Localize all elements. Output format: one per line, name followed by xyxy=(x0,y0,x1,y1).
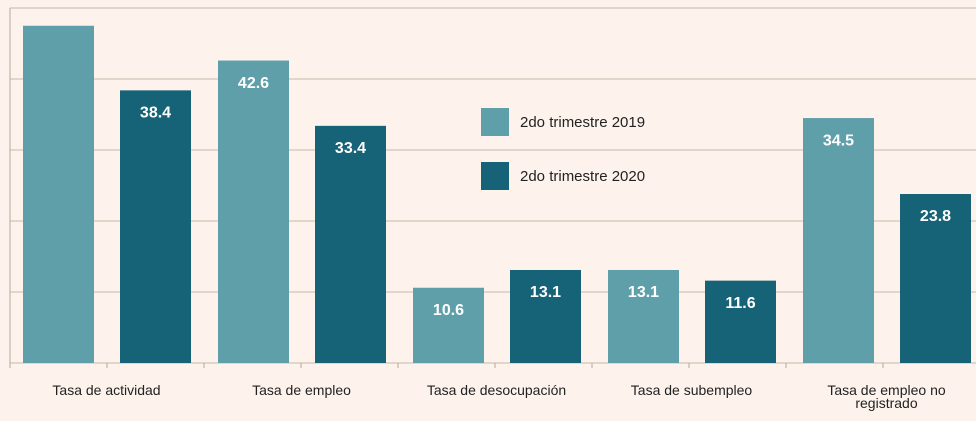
bar xyxy=(608,269,679,363)
x-tick-label: Tasa de actividad xyxy=(52,382,161,398)
legend-swatch xyxy=(481,108,509,136)
value-label: 42.6 xyxy=(238,75,269,92)
bar xyxy=(218,60,289,363)
value-label: 34.5 xyxy=(823,132,854,149)
bar xyxy=(510,269,581,363)
x-tick-label: Tasa de empleo xyxy=(252,382,351,398)
value-label: 13.1 xyxy=(628,284,659,301)
x-tick-label: Tasa de subempleo xyxy=(630,382,753,398)
value-label: 33.4 xyxy=(335,140,366,157)
bar xyxy=(803,118,874,363)
x-tick-label: Tasa de desocupación xyxy=(426,382,567,398)
value-label: 13.1 xyxy=(530,284,561,301)
bar xyxy=(315,125,386,363)
value-label: 38.4 xyxy=(140,105,171,122)
value-label: 10.6 xyxy=(433,302,464,319)
bar xyxy=(120,90,191,364)
x-tick-label: Tasa de empleo no registrado xyxy=(827,382,946,411)
legend-label: 2do trimestre 2019 xyxy=(520,114,645,131)
bar xyxy=(23,25,94,363)
legend-swatch xyxy=(481,162,509,190)
bar xyxy=(705,280,776,363)
legend-label: 2do trimestre 2020 xyxy=(520,168,645,185)
bar xyxy=(900,194,971,363)
bar xyxy=(413,287,484,363)
value-label: 23.8 xyxy=(920,208,951,225)
value-label: 11.6 xyxy=(725,295,755,312)
